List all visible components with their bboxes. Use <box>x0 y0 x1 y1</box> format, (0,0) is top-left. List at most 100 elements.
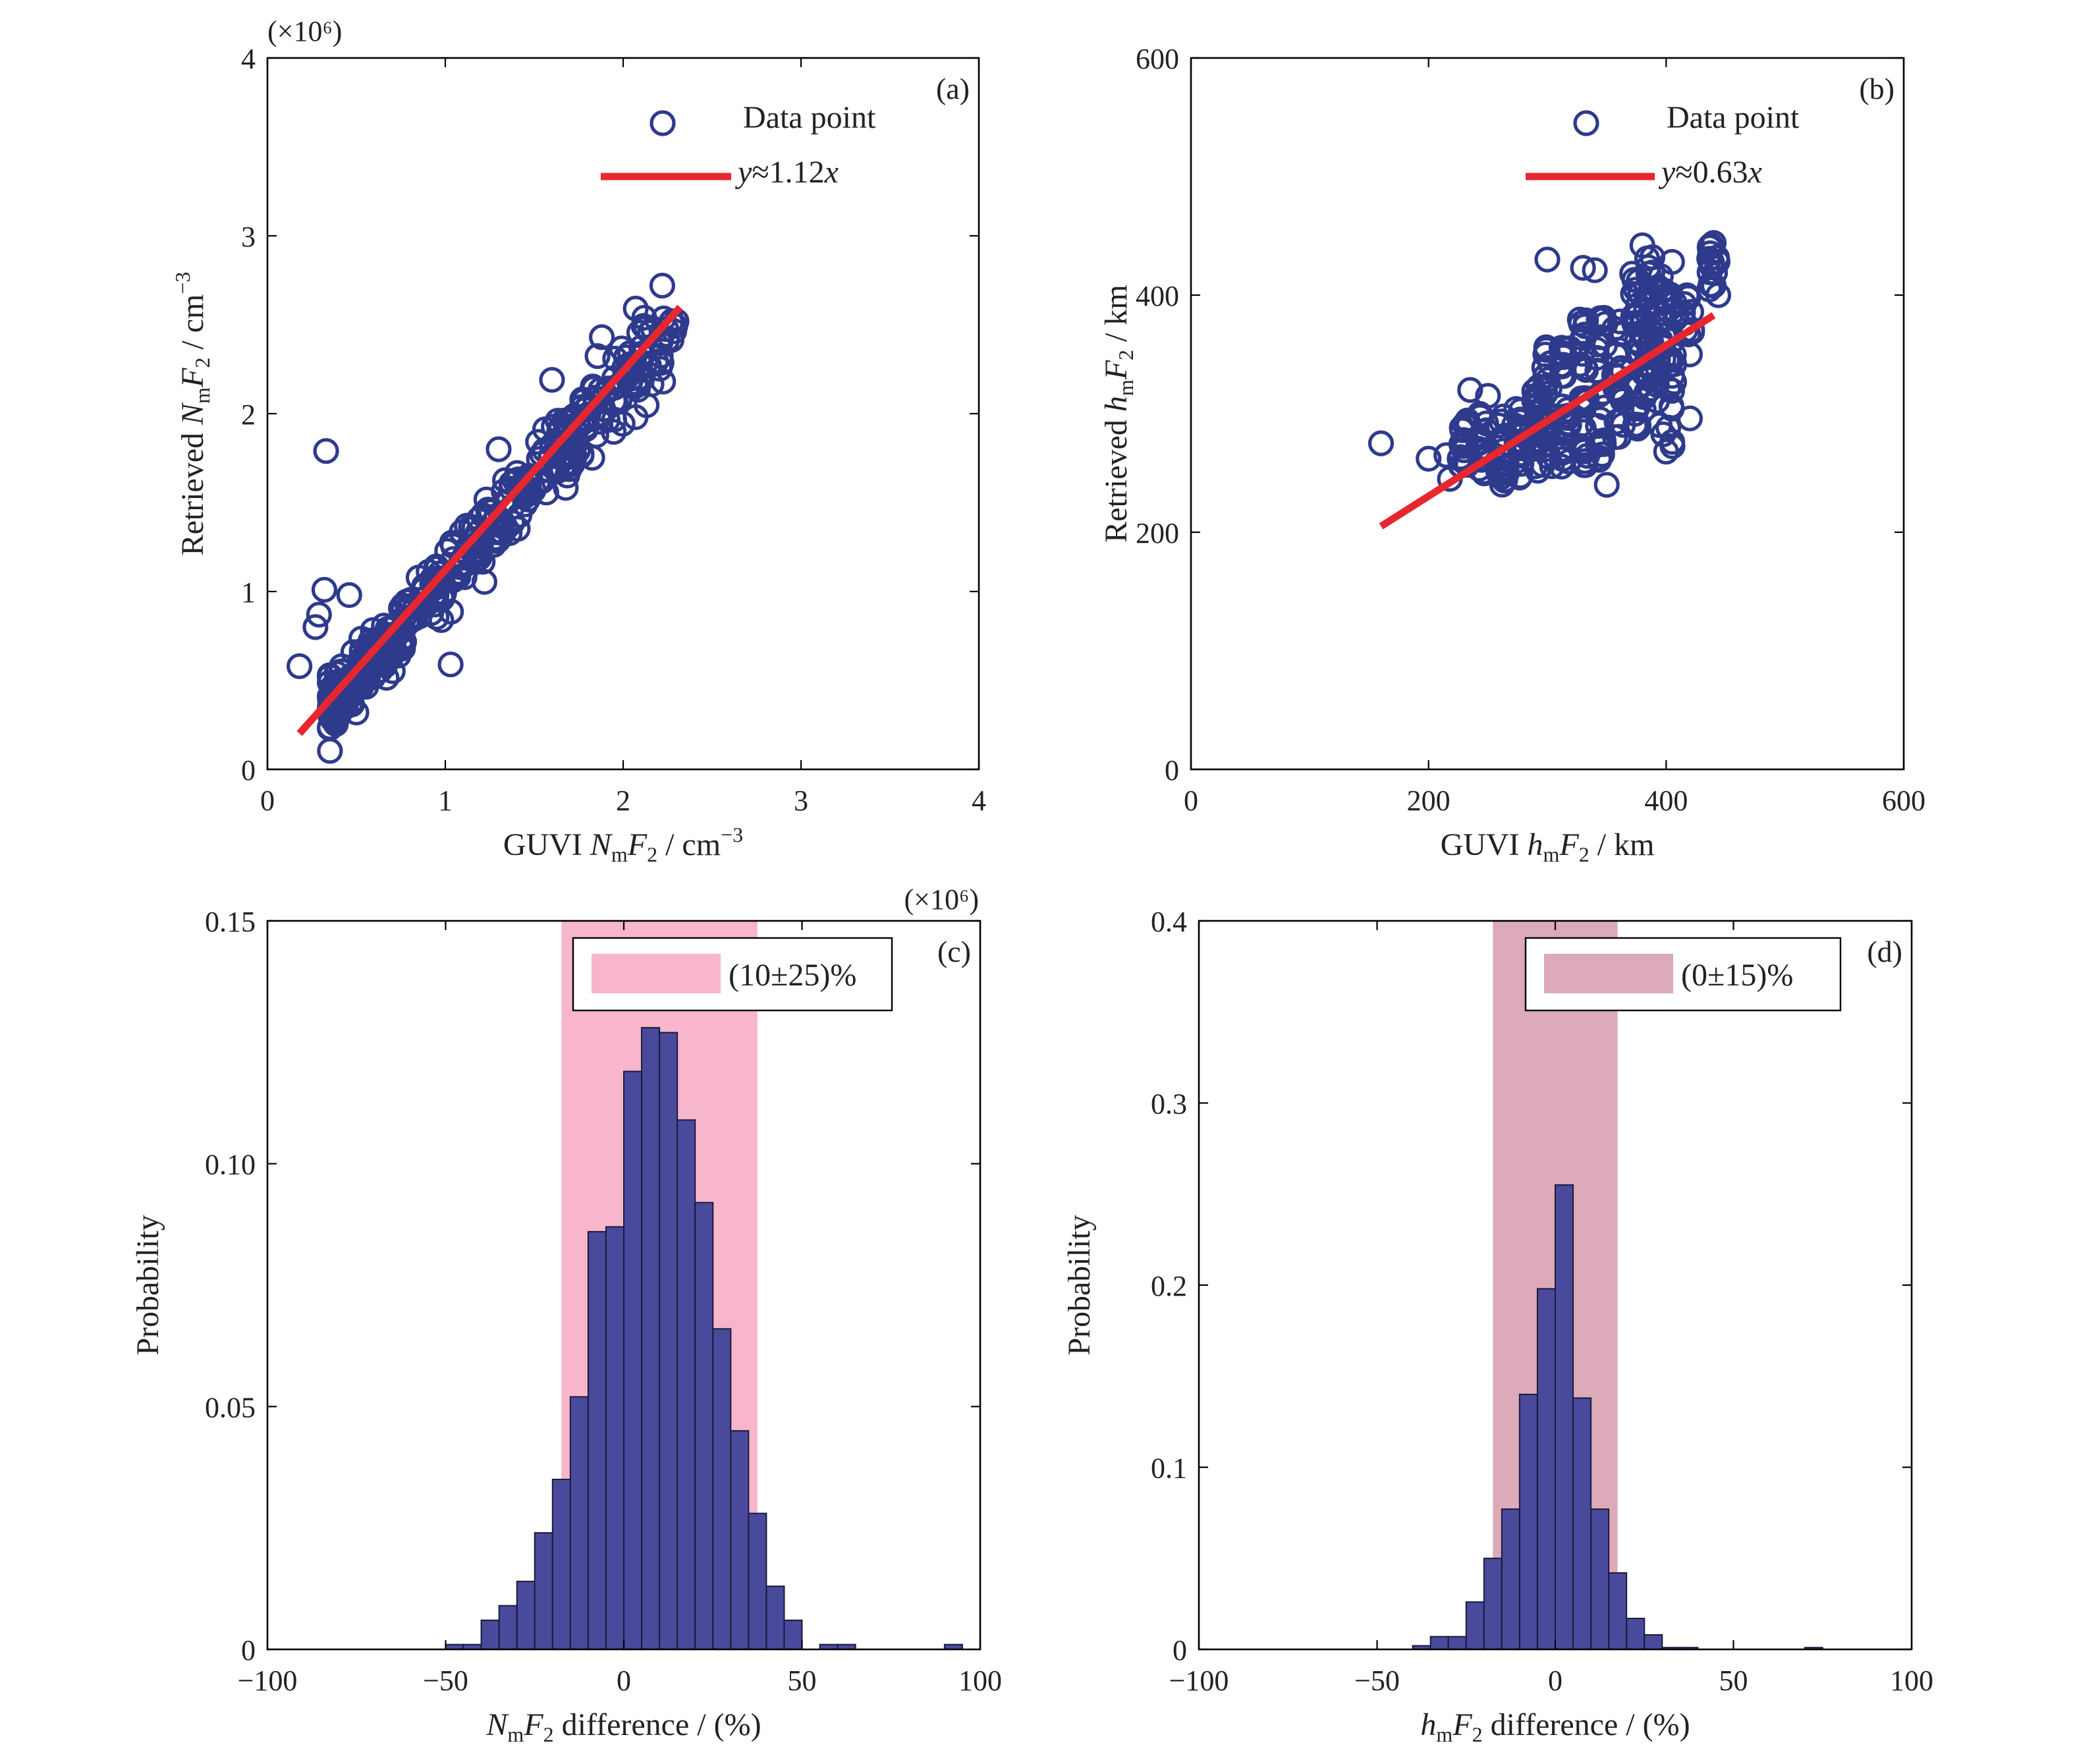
histogram-bar <box>1483 1557 1503 1649</box>
data-point <box>1475 383 1501 409</box>
data-point <box>317 738 343 764</box>
label-part: GUVI <box>503 827 590 862</box>
legend-fit-part: y <box>734 155 752 190</box>
y-tick-label: 400 <box>1136 280 1179 312</box>
histogram-bar <box>1518 1393 1538 1649</box>
data-point <box>588 324 615 350</box>
data-point <box>1700 273 1727 299</box>
plot-area <box>1368 230 1732 530</box>
histogram-bar <box>837 1643 856 1649</box>
legend-scatter-label: Data point <box>743 100 876 135</box>
histogram-bar <box>1555 1184 1574 1649</box>
label-part: −3 <box>171 272 194 294</box>
data-point <box>1619 260 1646 287</box>
legend-fit-label: y≈0.63x <box>1658 155 1762 190</box>
legend-fit-label: y≈1.12x <box>734 155 839 190</box>
panel-label: (b) <box>1859 72 1895 105</box>
histogram-bar <box>516 1580 536 1649</box>
data-point <box>316 663 343 690</box>
panel-c: (10±25)% −100 −50 0 50 100 0 0.05 0.10 0.15 (c) NmF… <box>130 906 1002 1746</box>
x-tick-label: 0 <box>617 1665 631 1697</box>
y-tick-label: 3 <box>241 221 256 253</box>
y-tick-label: 0 <box>1173 1634 1187 1667</box>
y-tick-label: 0 <box>241 1634 256 1667</box>
x-tick-label: −100 <box>238 1665 298 1697</box>
histogram-bar <box>551 1478 571 1649</box>
label-part: N <box>485 1707 509 1742</box>
histogram-bar <box>748 1512 767 1649</box>
label-part: m <box>611 842 628 866</box>
histogram-bar <box>1447 1636 1467 1649</box>
histogram-bar <box>623 1070 643 1649</box>
histogram-bar <box>1501 1508 1520 1649</box>
data-point <box>1593 472 1620 498</box>
label-part: 2 <box>543 1723 554 1746</box>
label-part: F <box>627 827 648 862</box>
plot-area <box>287 273 690 764</box>
data-point <box>1676 405 1703 431</box>
data-point <box>1634 245 1661 271</box>
data-point <box>1368 430 1395 456</box>
data-point <box>287 653 313 680</box>
data-point <box>1416 445 1442 472</box>
label-part: 2 <box>1472 1723 1483 1746</box>
x-tick-label: 0 <box>1548 1665 1563 1697</box>
x-tick-label: 600 <box>1882 785 1925 817</box>
legend-label: (10±25)% <box>729 958 856 993</box>
legend-swatch <box>592 954 721 993</box>
data-point <box>1653 438 1679 465</box>
panel-label: (a) <box>936 72 970 105</box>
histogram-bar <box>1429 1636 1449 1649</box>
data-point <box>623 373 650 399</box>
y-tick-label: 0.05 <box>205 1391 256 1423</box>
legend-fit-part: y <box>1658 155 1676 190</box>
panel-a: Data point y≈1.12x 0 1 2 3 4 0 1 2 3 4 (a) GUVI NmF2 … <box>171 15 986 916</box>
data-point <box>1655 375 1682 402</box>
axes-frame <box>1190 57 1905 771</box>
fit-line <box>1379 312 1716 530</box>
label-part: Retrieved <box>175 425 210 556</box>
data-point <box>1659 433 1686 460</box>
data-point <box>601 418 627 445</box>
panel-label: (c) <box>937 935 971 968</box>
y-tick-label: 0 <box>241 754 256 786</box>
histogram-bar <box>765 1585 785 1649</box>
histogram-bar <box>534 1532 553 1649</box>
data-point <box>647 356 673 382</box>
data-point <box>491 467 518 493</box>
data-point <box>1630 397 1657 423</box>
data-point <box>1702 260 1729 286</box>
label-part: m <box>1114 379 1138 396</box>
legend-fit-part: x <box>824 155 839 190</box>
legend: Data point y≈1.12x <box>601 100 876 190</box>
data-point <box>438 598 464 625</box>
legend-marker <box>1573 110 1599 136</box>
y-tick-label: 0.2 <box>1151 1270 1187 1302</box>
data-point <box>306 601 332 628</box>
data-point <box>601 365 628 391</box>
data-point <box>343 699 370 726</box>
histogram-bar <box>1536 1288 1556 1649</box>
x-tick-label: −100 <box>1169 1665 1229 1697</box>
label-part: N <box>175 402 210 426</box>
legend: Data point y≈0.63x <box>1526 100 1800 190</box>
label-part: m <box>1436 1723 1452 1746</box>
label-part: m <box>1543 842 1560 866</box>
x-tick-label: −50 <box>1354 1665 1400 1697</box>
data-point <box>1659 249 1685 275</box>
data-point <box>575 392 602 418</box>
y-tick-label: 0.15 <box>205 906 256 938</box>
data-point <box>1670 299 1696 325</box>
data-point <box>1696 246 1723 272</box>
label-part: Retrieved <box>1099 412 1134 543</box>
label-part: difference / (%) <box>554 1707 761 1742</box>
data-point <box>1700 230 1727 256</box>
histogram-bar <box>1804 1647 1823 1649</box>
data-point <box>302 614 329 640</box>
label-part: N <box>590 827 613 862</box>
y-axis-label: Probability <box>1062 1215 1097 1355</box>
data-point <box>437 651 464 678</box>
label-part: h <box>1099 396 1134 412</box>
label-part: −3 <box>721 823 743 846</box>
